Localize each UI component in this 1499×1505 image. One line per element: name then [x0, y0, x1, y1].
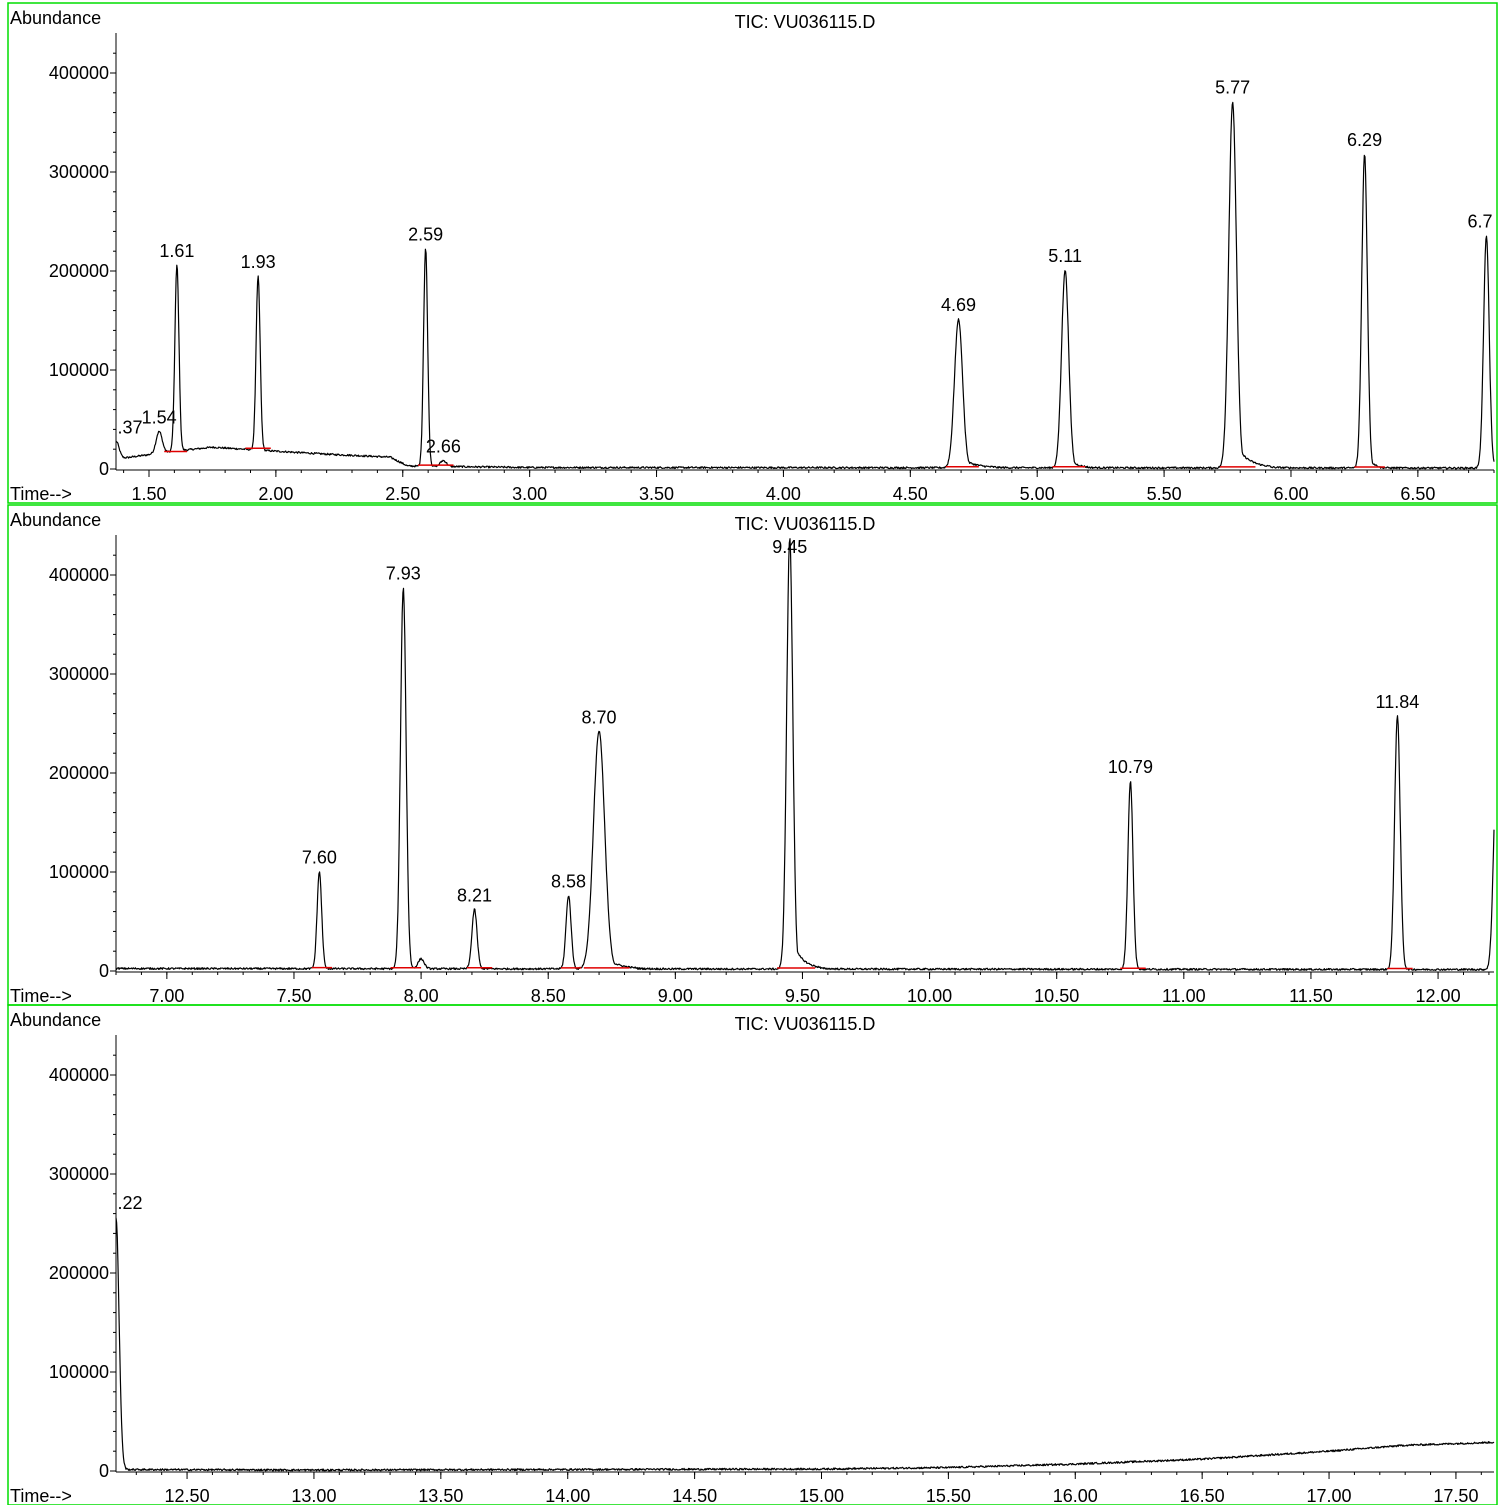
y-tick-label: 300000: [49, 1164, 109, 1184]
chromatogram-panel-1: Abundance TIC: VU036115.D Time--> 0 100000 20…: [7, 2, 1498, 504]
x-tick-label: 2.00: [258, 484, 293, 504]
x-tick-label: 1.50: [131, 484, 166, 504]
y-tick-label: 200000: [49, 1263, 109, 1283]
x-tick-label: 12.00: [1416, 986, 1461, 1006]
chromatogram-panel-2: Abundance TIC: VU036115.D Time--> 0 100000 20…: [7, 504, 1498, 1006]
peak-label: 8.21: [457, 885, 492, 905]
y-tick-label: 0: [99, 961, 109, 981]
y-tick-label: 400000: [49, 565, 109, 585]
chromatogram-panel-3: Abundance TIC: VU036115.D Time--> 0 100000 20…: [7, 1004, 1498, 1505]
x-tick-label: 9.50: [785, 986, 820, 1006]
x-tick-label: 9.00: [658, 986, 693, 1006]
y-tick-label: 300000: [49, 664, 109, 684]
y-axis-label: Abundance: [10, 1010, 101, 1030]
x-tick-label: 15.50: [926, 1486, 971, 1505]
x-tick-label: 16.50: [1180, 1486, 1225, 1505]
x-tick-label: 4.50: [893, 484, 928, 504]
x-tick-label: 10.00: [907, 986, 952, 1006]
x-tick-label: 7.00: [149, 986, 184, 1006]
x-tick-label: 5.50: [1147, 484, 1182, 504]
peak-label: 8.70: [582, 707, 617, 727]
x-axis-label: Time-->: [10, 484, 72, 504]
y-tick-label: 300000: [49, 162, 109, 182]
peak-label: 2.66: [426, 437, 461, 457]
y-tick-label: 200000: [49, 763, 109, 783]
x-tick-label: 11.50: [1289, 986, 1333, 1006]
x-tick-label: 6.00: [1273, 484, 1308, 504]
y-axis-label: Abundance: [10, 510, 101, 530]
peak-label: 10.79: [1108, 757, 1153, 777]
chart-title: TIC: VU036115.D: [735, 1014, 876, 1034]
peak-label: .37: [117, 417, 142, 437]
chart-title: TIC: VU036115.D: [735, 12, 876, 32]
peak-label: .22: [117, 1193, 142, 1213]
x-tick-label: 14.50: [672, 1486, 717, 1505]
x-tick-label: 8.00: [404, 986, 439, 1006]
panel-frame: [7, 1004, 1498, 1505]
peak-label: 6.29: [1347, 130, 1382, 150]
peak-label: 1.61: [159, 241, 194, 261]
x-tick-label: 12.50: [165, 1486, 210, 1505]
x-axis-label: Time-->: [10, 1486, 72, 1505]
peak-label: 9.45: [772, 537, 807, 557]
tic-trace: [115, 101, 1495, 470]
x-tick-label: 3.00: [512, 484, 547, 504]
x-tick-label: 7.50: [276, 986, 311, 1006]
peak-label: 1.93: [241, 252, 276, 272]
peak-label: 7.93: [386, 564, 421, 584]
peak-label: 8.58: [551, 872, 586, 892]
peak-label: 4.69: [941, 295, 976, 315]
peak-label: 7.60: [302, 848, 337, 868]
x-tick-label: 17.50: [1433, 1486, 1478, 1505]
y-tick-label: 100000: [49, 1362, 109, 1382]
x-tick-label: 6.50: [1400, 484, 1435, 504]
y-tick-label: 0: [99, 459, 109, 479]
tic-trace: [115, 538, 1495, 971]
x-axis-label: Time-->: [10, 986, 72, 1006]
y-tick-label: 100000: [49, 360, 109, 380]
x-tick-label: 5.00: [1020, 484, 1055, 504]
x-tick-label: 3.50: [639, 484, 674, 504]
x-tick-label: 14.00: [545, 1486, 590, 1505]
x-tick-label: 16.00: [1053, 1486, 1098, 1505]
panel-frame: [7, 2, 1498, 504]
x-tick-label: 13.00: [291, 1486, 336, 1505]
x-tick-label: 11.00: [1162, 986, 1206, 1006]
peak-label: 6.7: [1467, 211, 1492, 231]
x-tick-label: 8.50: [531, 986, 566, 1006]
x-tick-label: 13.50: [418, 1486, 463, 1505]
y-tick-label: 400000: [49, 63, 109, 83]
chart-title: TIC: VU036115.D: [735, 514, 876, 534]
y-tick-label: 0: [99, 1461, 109, 1481]
x-tick-label: 10.50: [1034, 986, 1079, 1006]
peak-label: 5.77: [1215, 78, 1250, 98]
x-tick-label: 17.00: [1307, 1486, 1352, 1505]
panel-frame: [7, 504, 1498, 1006]
peak-label: 11.84: [1376, 692, 1420, 712]
y-tick-label: 100000: [49, 862, 109, 882]
y-tick-label: 400000: [49, 1065, 109, 1085]
x-tick-label: 4.00: [766, 484, 801, 504]
y-axis-label: Abundance: [10, 8, 101, 28]
y-tick-label: 200000: [49, 261, 109, 281]
peak-label: 2.59: [408, 224, 443, 244]
peak-label: 5.11: [1048, 246, 1082, 266]
peak-label: 1.54: [142, 407, 177, 427]
tic-trace: [115, 1217, 1495, 1472]
x-tick-label: 15.00: [799, 1486, 844, 1505]
x-tick-label: 2.50: [385, 484, 420, 504]
